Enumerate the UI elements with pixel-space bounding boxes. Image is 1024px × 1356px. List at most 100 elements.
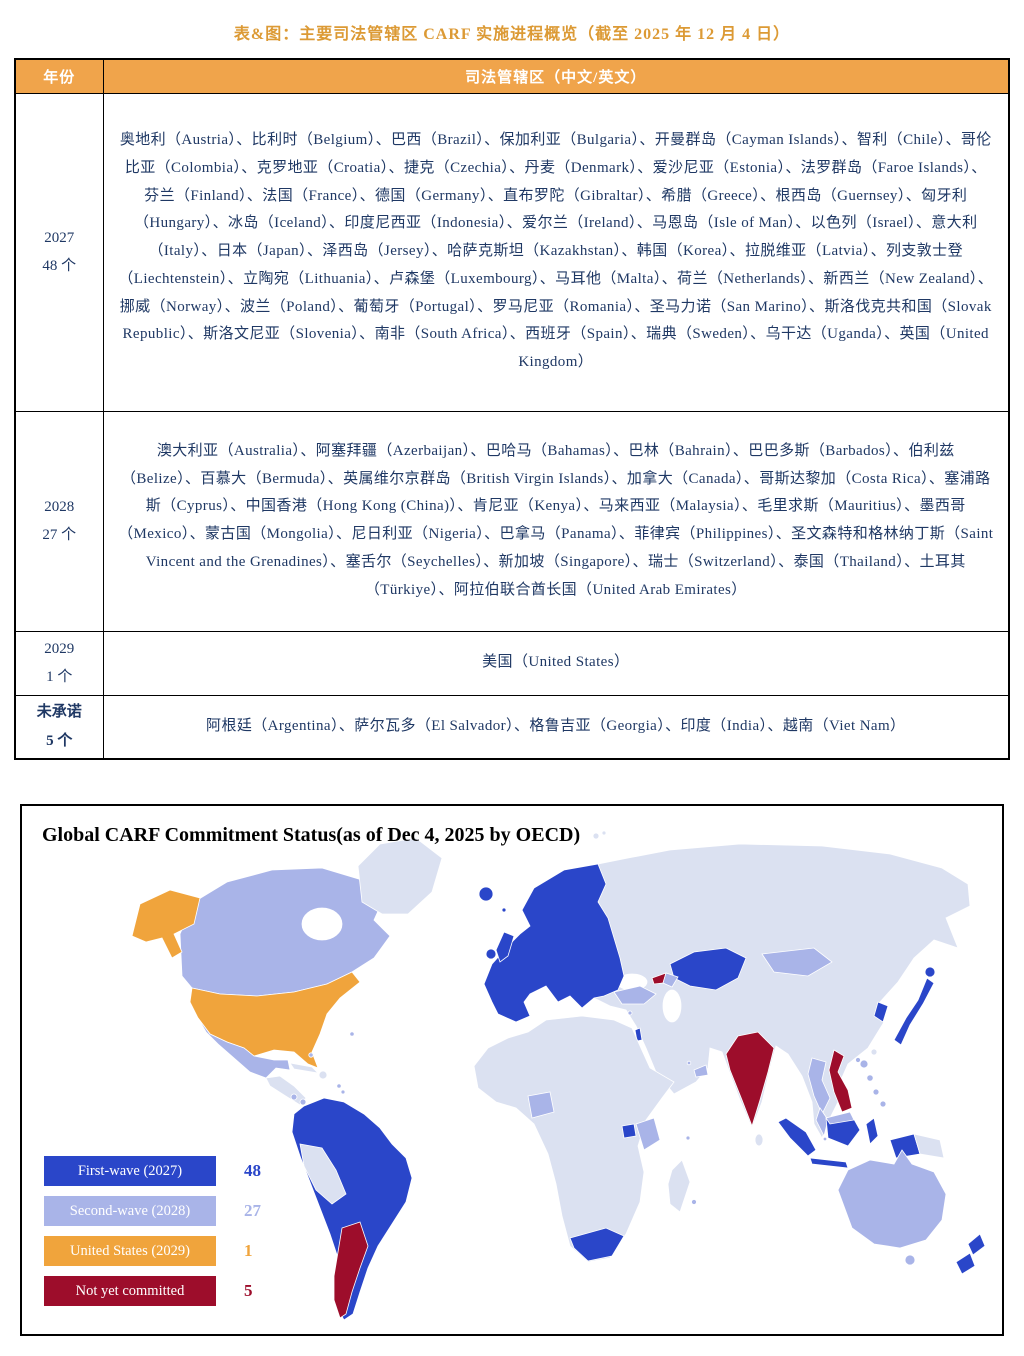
region-malaysia-borneo bbox=[825, 1111, 855, 1125]
region-azerbaijan bbox=[662, 972, 679, 988]
region-japan-hokkaido bbox=[924, 966, 936, 978]
region-ireland bbox=[485, 948, 497, 960]
year-count: 27 个 bbox=[42, 527, 77, 543]
region-sumatra bbox=[777, 1117, 817, 1157]
region-tasmania bbox=[904, 1254, 916, 1266]
table-header-row: 年份 司法管辖区（中文/英文） bbox=[14, 58, 1010, 94]
region-nigeria bbox=[527, 1091, 555, 1119]
legend-count: 27 bbox=[244, 1201, 261, 1220]
region-greenland bbox=[357, 837, 443, 915]
year-count: 48 个 bbox=[42, 258, 77, 274]
legend-count: 5 bbox=[244, 1281, 253, 1300]
region-thailand bbox=[807, 1057, 831, 1115]
jurisdictions-2029: 美国（United States） bbox=[102, 630, 1010, 696]
map-legend: First-wave (2027) 48 Second-wave (2028) … bbox=[44, 1146, 261, 1306]
region-madagascar bbox=[667, 1159, 691, 1213]
legend-label: Second-wave (2028) bbox=[69, 1202, 191, 1219]
region-bahamas bbox=[308, 1052, 314, 1058]
region-svalbard bbox=[592, 832, 600, 840]
year-value: 2027 bbox=[44, 229, 75, 246]
world-map bbox=[131, 830, 986, 1321]
region-svalbard-2 bbox=[601, 830, 607, 836]
region-kenya bbox=[635, 1117, 661, 1151]
region-cuba bbox=[289, 1062, 320, 1074]
region-barbados bbox=[340, 1089, 346, 1095]
region-malaysia-peninsula bbox=[815, 1107, 829, 1138]
legend-count: 48 bbox=[244, 1161, 261, 1180]
page-title: 表&图：主要司法管辖区 CARF 实施进程概览（截至 2025 年 12 月 4… bbox=[233, 26, 791, 43]
year-cell-2028: 2028 27 个 bbox=[14, 410, 104, 632]
year-value: 2028 bbox=[44, 498, 75, 515]
region-iceland bbox=[478, 886, 494, 902]
region-korea bbox=[873, 1001, 889, 1023]
legend-row-united-states: United States (2029) 1 bbox=[44, 1236, 261, 1266]
table-row: 2027 48 个 奥地利（Austria）、比利时（Belgium）、巴西（B… bbox=[14, 92, 1010, 412]
jurisdictions-2028: 澳大利亚（Australia）、阿塞拜疆（Azerbaijan）、巴哈马（Bah… bbox=[102, 410, 1010, 632]
region-vietnam bbox=[828, 1049, 853, 1113]
region-uganda bbox=[621, 1123, 637, 1139]
legend-row-first-wave: First-wave (2027) 48 bbox=[44, 1156, 261, 1186]
region-peru-bolivia bbox=[299, 1143, 347, 1205]
region-mongolia bbox=[761, 947, 833, 977]
table-row: 2028 27 个 澳大利亚（Australia）、阿塞拜疆（Azerbaija… bbox=[14, 410, 1010, 632]
year-cell-2027: 2027 48 个 bbox=[14, 92, 104, 412]
map-panel: Global CARF Commitment Status(as of Dec … bbox=[20, 804, 1004, 1336]
year-value: 未承诺 bbox=[36, 704, 82, 721]
region-kazakhstan bbox=[669, 947, 747, 991]
region-bermuda bbox=[349, 1031, 355, 1037]
region-australia bbox=[837, 1149, 947, 1249]
carf-schedule-table: 年份 司法管辖区（中文/英文） 2027 48 个 奥地利（Austria）、比… bbox=[14, 58, 1010, 760]
region-new-zealand-north bbox=[967, 1233, 986, 1256]
region-hispaniola bbox=[318, 1070, 328, 1080]
jurisdictions-uncommitted: 阿根廷（Argentina）、萨尔瓦多（El Salvador）、格鲁吉亚（Ge… bbox=[102, 694, 1010, 760]
col-header-year: 年份 bbox=[14, 58, 104, 94]
legend-row-second-wave: Second-wave (2028) 27 bbox=[44, 1196, 261, 1226]
region-alaska bbox=[131, 889, 201, 959]
year-count: 1 个 bbox=[46, 669, 73, 685]
region-india bbox=[725, 1031, 775, 1128]
region-java bbox=[809, 1157, 849, 1169]
year-value: 2029 bbox=[44, 640, 75, 657]
region-seychelles bbox=[685, 1135, 691, 1141]
region-singapore bbox=[822, 1136, 828, 1142]
year-count: 5 个 bbox=[46, 732, 73, 749]
region-taiwan bbox=[870, 1048, 878, 1056]
caspian-sea bbox=[662, 989, 682, 1023]
region-papua-new-guinea bbox=[913, 1133, 945, 1159]
region-sri-lanka bbox=[754, 1133, 764, 1147]
region-costa-rica bbox=[290, 1093, 298, 1101]
region-south-africa bbox=[569, 1227, 625, 1262]
map-title: Global CARF Commitment Status(as of Dec … bbox=[42, 824, 581, 846]
region-japan bbox=[893, 977, 935, 1046]
col-header-jurisdiction: 司法管辖区（中文/英文） bbox=[102, 58, 1010, 94]
legend-swatch-united-states: United States (2029) bbox=[44, 1236, 216, 1266]
region-united-kingdom bbox=[495, 931, 515, 963]
legend-count: 1 bbox=[244, 1241, 253, 1260]
legend-label: First-wave (2027) bbox=[77, 1162, 183, 1179]
region-mexico bbox=[197, 1017, 291, 1079]
region-hong-kong bbox=[855, 1057, 861, 1063]
legend-swatch-second-wave: Second-wave (2028) bbox=[44, 1196, 216, 1226]
table-row: 未承诺 5 个 阿根廷（Argentina）、萨尔瓦多（El Salvador）… bbox=[14, 694, 1010, 760]
legend-row-not-committed: Not yet committed 5 bbox=[44, 1276, 261, 1306]
legend-swatch-not-committed: Not yet committed bbox=[44, 1276, 216, 1306]
jurisdictions-2027: 奥地利（Austria）、比利时（Belgium）、巴西（Brazil）、保加利… bbox=[102, 92, 1010, 412]
region-philippines bbox=[859, 1059, 887, 1108]
legend-swatch-first-wave: First-wave (2027) bbox=[44, 1156, 216, 1186]
region-europe bbox=[483, 863, 625, 1023]
year-cell-uncommitted: 未承诺 5 个 bbox=[14, 694, 104, 760]
region-faroe-islands bbox=[501, 907, 507, 913]
hudson-bay bbox=[301, 907, 343, 941]
year-cell-2029: 2029 1 个 bbox=[14, 630, 104, 696]
legend-label: Not yet committed bbox=[75, 1282, 185, 1299]
legend-label: United States (2029) bbox=[69, 1242, 190, 1259]
region-sulawesi bbox=[865, 1117, 879, 1145]
region-new-zealand-south bbox=[955, 1252, 976, 1275]
region-lesser-antilles bbox=[336, 1083, 342, 1089]
region-uae bbox=[693, 1064, 709, 1078]
region-cyprus bbox=[627, 1010, 633, 1016]
region-bahrain bbox=[686, 1060, 692, 1066]
region-mauritius bbox=[691, 1199, 697, 1205]
region-panama bbox=[299, 1098, 307, 1106]
region-argentina bbox=[333, 1221, 369, 1319]
